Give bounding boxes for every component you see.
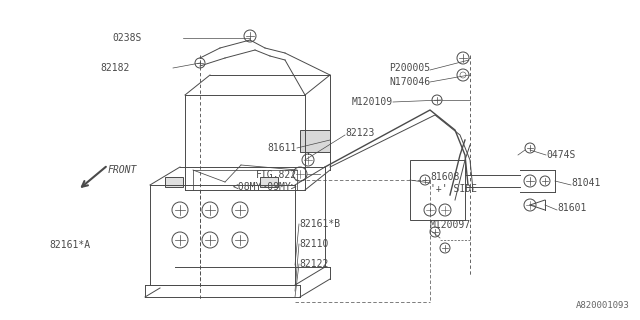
Text: 81608: 81608 <box>430 172 460 182</box>
Text: 82122: 82122 <box>299 259 328 269</box>
Text: M120097: M120097 <box>430 220 471 230</box>
Text: 81601: 81601 <box>557 203 586 213</box>
Text: 82123: 82123 <box>345 128 374 138</box>
Text: 0474S: 0474S <box>546 150 575 160</box>
Text: 82161*B: 82161*B <box>299 219 340 229</box>
Text: 81611: 81611 <box>268 143 297 153</box>
Bar <box>260 177 278 187</box>
Text: 81041: 81041 <box>571 178 600 188</box>
Text: 82161*A: 82161*A <box>49 240 90 250</box>
Text: 0238S: 0238S <box>113 33 142 43</box>
Bar <box>300 130 330 152</box>
Text: A820001093: A820001093 <box>576 301 630 310</box>
Text: 82110: 82110 <box>299 239 328 249</box>
Text: '+' SIDE: '+' SIDE <box>430 184 477 194</box>
Text: FIG.822: FIG.822 <box>256 170 297 180</box>
Bar <box>165 177 183 187</box>
Text: FRONT: FRONT <box>108 165 138 175</box>
Text: M120109: M120109 <box>352 97 393 107</box>
Bar <box>410 160 465 220</box>
Text: 82182: 82182 <box>100 63 130 73</box>
Text: N170046: N170046 <box>389 77 430 87</box>
Text: <08MY~09MY>: <08MY~09MY> <box>232 182 297 192</box>
Text: P200005: P200005 <box>389 63 430 73</box>
